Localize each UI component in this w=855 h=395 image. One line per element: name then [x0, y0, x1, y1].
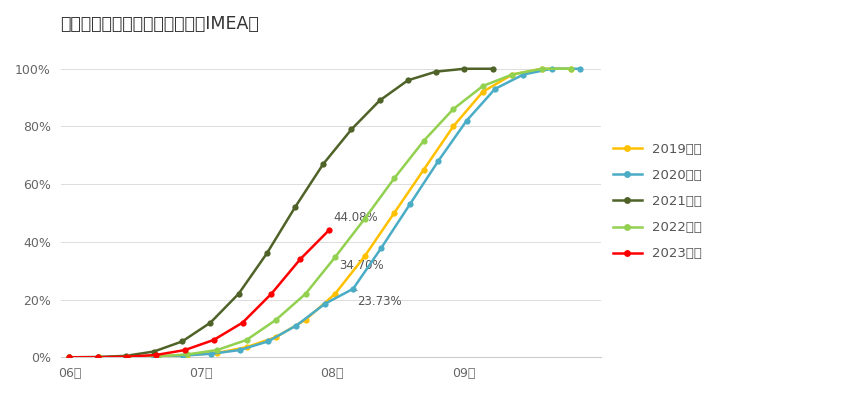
2021年度 — [374, 98, 385, 103]
2019年度 — [566, 66, 576, 71]
2022年度 — [212, 348, 222, 352]
2019年度 — [359, 254, 369, 259]
2023年度 — [122, 354, 133, 359]
2020年度 — [121, 355, 131, 359]
2019年度 — [241, 345, 251, 350]
2021年度 — [262, 251, 272, 256]
2022年度 — [300, 292, 310, 296]
2022年度 — [271, 318, 281, 322]
Legend: 2019年度, 2020年度, 2021年度, 2022年度, 2023年度: 2019年度, 2020年度, 2021年度, 2022年度, 2023年度 — [612, 143, 702, 260]
2021年度 — [290, 205, 300, 210]
2020年度 — [490, 87, 500, 91]
2021年度 — [233, 292, 244, 296]
2021年度 — [92, 355, 103, 359]
2023年度 — [266, 292, 276, 296]
2019年度 — [64, 355, 74, 360]
2020年度 — [150, 354, 160, 359]
2020年度 — [518, 72, 528, 77]
2019年度 — [212, 351, 222, 356]
2019年度 — [389, 211, 399, 215]
2019年度 — [153, 354, 163, 359]
2021年度 — [431, 69, 441, 74]
2022年度 — [566, 66, 576, 71]
2021年度 — [64, 355, 74, 360]
2020年度 — [262, 339, 273, 344]
Text: 34.70%: 34.70% — [339, 259, 384, 272]
2019年度 — [182, 353, 192, 357]
2023年度 — [238, 320, 248, 325]
2019年度 — [300, 318, 310, 322]
2022年度 — [419, 139, 429, 143]
2021年度 — [403, 78, 413, 83]
2020年度 — [292, 323, 302, 328]
2019年度 — [123, 355, 133, 359]
Line: 2020年度: 2020年度 — [66, 66, 583, 360]
2022年度 — [123, 355, 133, 359]
2021年度 — [318, 162, 328, 166]
2020年度 — [320, 301, 330, 306]
2022年度 — [359, 216, 369, 221]
2023年度 — [209, 338, 219, 342]
Line: 2023年度: 2023年度 — [66, 227, 333, 360]
2020年度 — [575, 66, 585, 71]
2019年度 — [271, 335, 281, 339]
2020年度 — [64, 355, 74, 360]
Text: 巴西马托格罗索棉花收获进度（IMEA）: 巴西马托格罗索棉花收获进度（IMEA） — [61, 15, 259, 33]
2019年度 — [330, 292, 340, 296]
2021年度 — [121, 354, 131, 358]
2019年度 — [448, 124, 458, 129]
2021年度 — [177, 339, 187, 344]
2023年度 — [150, 353, 161, 357]
2022年度 — [389, 176, 399, 181]
2021年度 — [459, 66, 469, 71]
2022年度 — [478, 84, 488, 88]
2022年度 — [153, 354, 163, 359]
2020年度 — [234, 348, 245, 352]
2022年度 — [94, 355, 104, 360]
2019年度 — [419, 167, 429, 172]
2023年度 — [295, 257, 305, 261]
2020年度 — [376, 245, 386, 250]
2022年度 — [537, 66, 547, 71]
2022年度 — [64, 355, 74, 360]
Line: 2021年度: 2021年度 — [66, 66, 496, 360]
2022年度 — [448, 107, 458, 111]
2020年度 — [206, 352, 216, 356]
2020年度 — [433, 159, 444, 164]
2022年度 — [241, 338, 251, 342]
2023年度 — [64, 355, 74, 360]
2023年度 — [324, 228, 334, 233]
2020年度 — [92, 355, 103, 360]
2020年度 — [348, 286, 358, 291]
Line: 2022年度: 2022年度 — [66, 66, 575, 360]
Line: 2019年度: 2019年度 — [66, 66, 575, 360]
2021年度 — [149, 349, 159, 354]
2019年度 — [94, 355, 104, 360]
2023年度 — [180, 348, 190, 352]
2022年度 — [330, 255, 340, 260]
2019年度 — [478, 89, 488, 94]
2019年度 — [537, 66, 547, 71]
2022年度 — [182, 352, 192, 357]
2019年度 — [507, 72, 517, 77]
2020年度 — [462, 118, 472, 123]
2020年度 — [546, 66, 557, 71]
2021年度 — [205, 320, 215, 325]
2021年度 — [487, 66, 498, 71]
Text: 44.08%: 44.08% — [333, 211, 378, 224]
2021年度 — [346, 127, 357, 132]
2023年度 — [93, 355, 103, 360]
2022年度 — [507, 72, 517, 77]
2020年度 — [178, 353, 188, 358]
Text: 23.73%: 23.73% — [356, 290, 402, 308]
2020年度 — [404, 202, 415, 207]
